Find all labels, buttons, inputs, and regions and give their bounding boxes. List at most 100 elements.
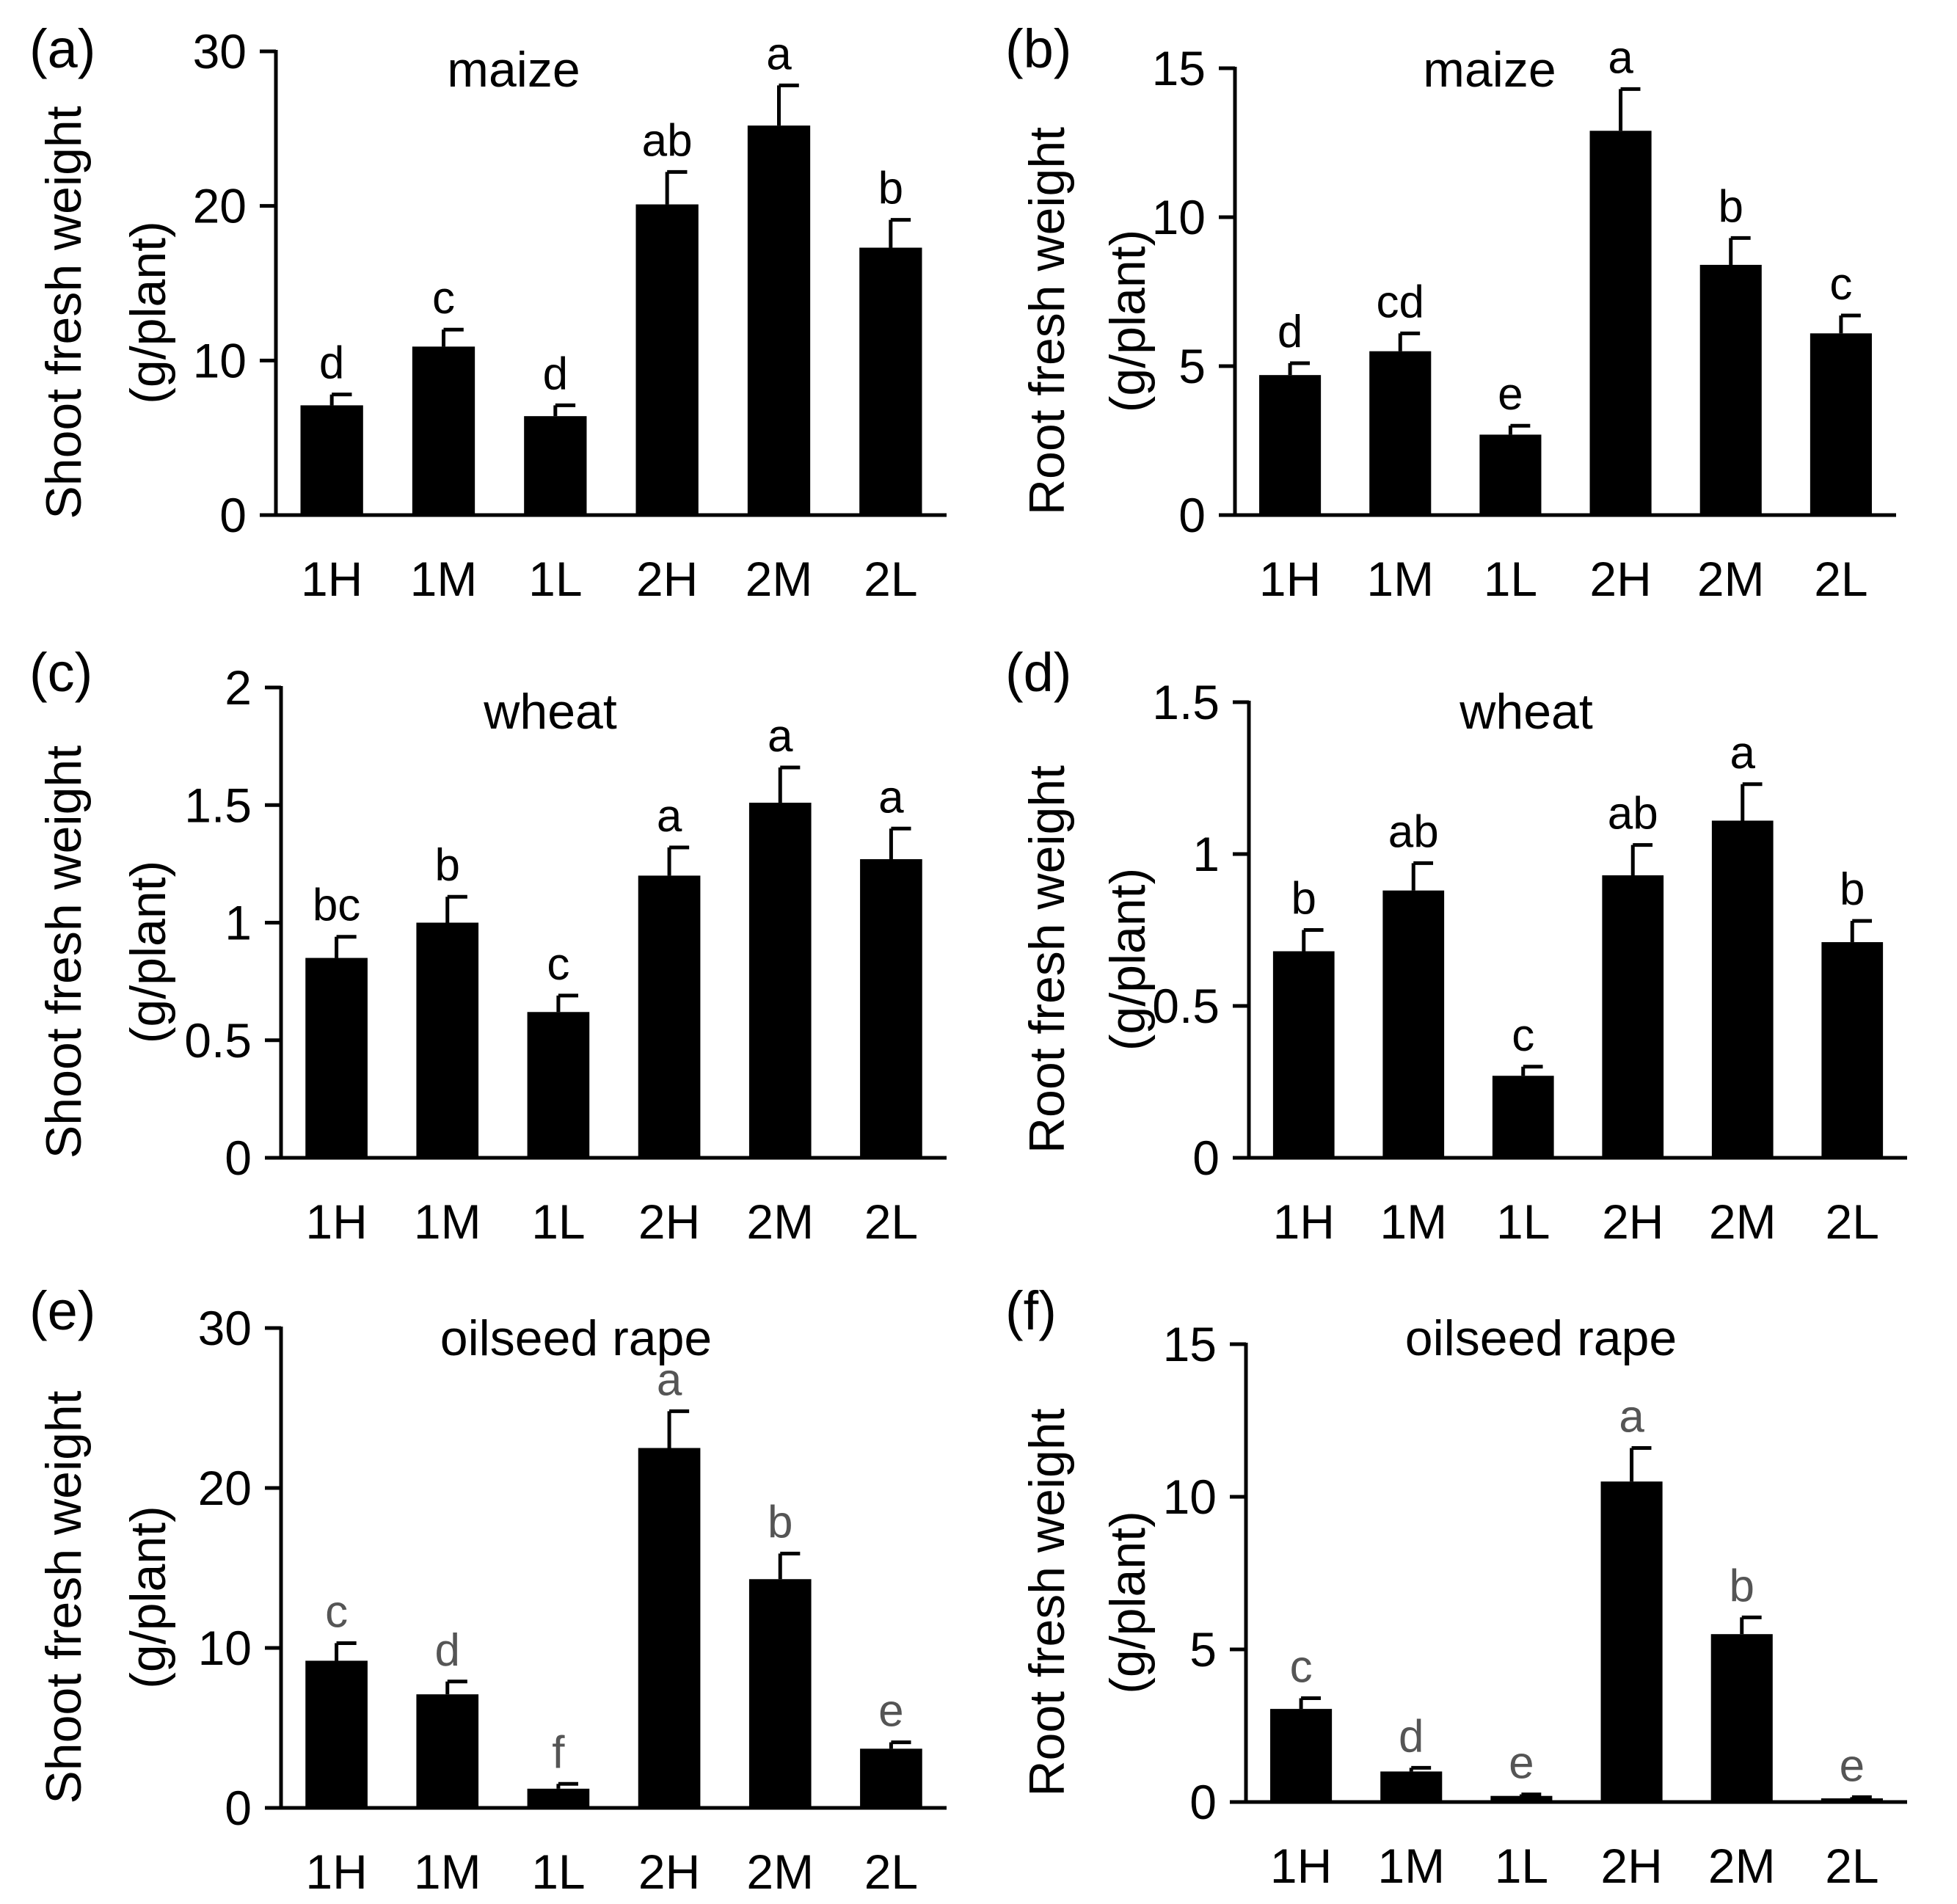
panel-e-ytick-label: 20 bbox=[198, 1461, 252, 1515]
panel-a-bar-1L bbox=[524, 416, 587, 515]
panel-b-bar-1L bbox=[1479, 434, 1542, 515]
panel-e-bar-2H bbox=[638, 1448, 701, 1808]
panel-c-label: (c) bbox=[29, 642, 92, 703]
panel-e-sig-letter-1L: f bbox=[552, 1727, 565, 1778]
panel-c-xtick-label: 1M bbox=[414, 1194, 481, 1249]
panel-d-title: wheat bbox=[1459, 684, 1593, 740]
panel-a-ylabel-line1: Shoot fresh weight bbox=[36, 106, 92, 519]
panel-e-xtick-label: 2L bbox=[864, 1845, 918, 1899]
panel-b-sig-letter-1H: d bbox=[1278, 307, 1302, 357]
panel-f: (f) oilseed rape Root fresh weight (g/plant… bbox=[1005, 1280, 1907, 1893]
panel-a-xtick-label: 2L bbox=[864, 552, 917, 606]
panel-b-xtick-label: 2M bbox=[1697, 552, 1765, 606]
panel-b: (b) maize Root fresh weight (g/plant) 0 5 10 15… bbox=[1005, 18, 1896, 606]
panel-e-sig-letter-2H: a bbox=[657, 1354, 682, 1405]
panel-b-ytick-label: 5 bbox=[1178, 339, 1206, 393]
panel-d-ytick-label: 0 bbox=[1192, 1131, 1220, 1185]
panel-c-xtick-label: 2L bbox=[864, 1194, 918, 1249]
panel-e-xtick-label: 1H bbox=[305, 1845, 367, 1899]
panel-c: (c) wheat Shoot fresh weight (g/plant) 0 0.5 1… bbox=[29, 642, 947, 1249]
panel-b-sig-letter-1L: e bbox=[1498, 369, 1523, 420]
panel-e-bar-1H bbox=[305, 1660, 368, 1808]
panel-f-sig-letter-2H: a bbox=[1619, 1391, 1644, 1442]
panel-d-sig-letter-1M: ab bbox=[1388, 806, 1439, 857]
panel-f-ytick-label: 0 bbox=[1189, 1775, 1217, 1829]
panel-f-sig-letter-2L: e bbox=[1840, 1740, 1865, 1791]
panel-f-sig-letter-1H: c bbox=[1290, 1642, 1313, 1693]
panel-a-title: maize bbox=[447, 42, 580, 98]
panel-e-ylabel-line1: Shoot fresh weight bbox=[36, 1390, 92, 1803]
panel-e: (e) oilseed rape Shoot fresh weight (g/plan… bbox=[29, 1280, 947, 1899]
panel-b-sig-letter-2L: c bbox=[1829, 259, 1852, 310]
panel-b-sig-letter-2M: b bbox=[1719, 181, 1743, 232]
panel-e-bar-1M bbox=[416, 1694, 479, 1808]
panel-d-bar-2H bbox=[1602, 875, 1664, 1158]
panel-c-title: wheat bbox=[483, 684, 617, 740]
panel-b-bar-2L bbox=[1810, 333, 1872, 515]
panel-d-xtick-label: 2H bbox=[1602, 1194, 1663, 1249]
panel-a-ytick-label: 0 bbox=[219, 488, 247, 542]
panel-d-ylabel-line1: Root fresh weight bbox=[1019, 765, 1075, 1153]
panel-a-bar-2L bbox=[859, 247, 922, 515]
panel-f-ylabel-line1: Root fresh weight bbox=[1019, 1408, 1075, 1796]
panel-b-title: maize bbox=[1423, 42, 1556, 98]
panel-c-sig-letter-2L: a bbox=[878, 772, 904, 822]
panel-c-xtick-label: 2M bbox=[746, 1194, 814, 1249]
panel-e-ytick-label: 10 bbox=[198, 1621, 252, 1675]
panel-a-bar-2H bbox=[635, 204, 699, 515]
panel-c-ytick-label: 0 bbox=[225, 1131, 252, 1185]
panel-c-bar-1H bbox=[305, 958, 368, 1158]
panel-f-xtick-label: 1H bbox=[1270, 1839, 1332, 1893]
panel-d-bar-2L bbox=[1821, 942, 1884, 1158]
panel-d-xtick-label: 1H bbox=[1273, 1194, 1335, 1249]
panel-b-ytick-label: 15 bbox=[1152, 41, 1206, 95]
panel-f-bar-1H bbox=[1270, 1709, 1333, 1802]
panel-e-bar-2L bbox=[860, 1748, 922, 1808]
panel-f-sig-letter-2M: b bbox=[1730, 1561, 1754, 1611]
panel-d: (d) wheat Root fresh weight (g/plant) 0 0.5 1 1… bbox=[1005, 642, 1907, 1249]
panel-c-sig-letter-2M: a bbox=[768, 711, 793, 762]
panel-c-bar-2M bbox=[748, 803, 812, 1158]
panel-a-label: (a) bbox=[29, 18, 95, 79]
panel-c-sig-letter-1L: c bbox=[547, 939, 569, 990]
panel-f-ytick-label: 5 bbox=[1189, 1622, 1217, 1677]
panel-d-ylabel-line2: (g/plant) bbox=[1100, 868, 1156, 1051]
panel-c-xtick-label: 2H bbox=[638, 1194, 700, 1249]
panel-a-bar-1H bbox=[300, 405, 363, 515]
panel-d-ytick-label: 0.5 bbox=[1152, 979, 1220, 1033]
panel-e-ylabel-line2: (g/plant) bbox=[120, 1506, 176, 1688]
panel-b-ytick-label: 0 bbox=[1178, 488, 1206, 542]
panel-c-bar-2H bbox=[638, 875, 701, 1158]
panel-f-xtick-label: 2L bbox=[1825, 1839, 1878, 1893]
panel-b-label: (b) bbox=[1005, 18, 1071, 79]
panel-e-xtick-label: 1L bbox=[531, 1845, 585, 1899]
panel-d-ytick-label: 1 bbox=[1192, 827, 1220, 881]
panel-d-sig-letter-2M: a bbox=[1730, 728, 1756, 778]
panel-a-xtick-label: 1H bbox=[301, 552, 362, 606]
panel-e-bar-2M bbox=[748, 1579, 812, 1808]
panel-f-bar-1L bbox=[1490, 1795, 1553, 1802]
panel-c-bar-1L bbox=[527, 1012, 590, 1158]
panel-f-ytick-label: 15 bbox=[1163, 1317, 1217, 1371]
panel-c-ylabel-line1: Shoot fresh weight bbox=[36, 745, 92, 1159]
panel-c-ytick-label: 2 bbox=[225, 660, 252, 715]
panel-a: (a) maize Shoot fresh weight (g/plant) 0 10 20… bbox=[29, 18, 947, 606]
panel-d-sig-letter-2H: ab bbox=[1608, 789, 1658, 839]
panel-f-xtick-label: 2H bbox=[1600, 1839, 1662, 1893]
panel-e-xtick-label: 2M bbox=[746, 1845, 814, 1899]
panel-d-xtick-label: 1L bbox=[1496, 1194, 1550, 1249]
panel-b-xtick-label: 2H bbox=[1589, 552, 1651, 606]
panel-d-xtick-label: 2L bbox=[1826, 1194, 1879, 1249]
panel-e-sig-letter-2L: e bbox=[878, 1686, 903, 1737]
panel-d-label: (d) bbox=[1005, 642, 1071, 703]
panel-b-xtick-label: 1M bbox=[1366, 552, 1434, 606]
panel-a-xtick-label: 2M bbox=[746, 552, 813, 606]
panel-f-xtick-label: 1L bbox=[1495, 1839, 1548, 1893]
panel-f-sig-letter-1M: d bbox=[1399, 1711, 1424, 1762]
panel-b-xtick-label: 1L bbox=[1484, 552, 1537, 606]
panel-d-xtick-label: 1M bbox=[1380, 1194, 1447, 1249]
panel-e-xtick-label: 1M bbox=[414, 1845, 481, 1899]
panel-c-ytick-label: 0.5 bbox=[184, 1013, 252, 1068]
panel-d-bar-1H bbox=[1272, 951, 1335, 1158]
panel-c-xtick-label: 1L bbox=[531, 1194, 585, 1249]
